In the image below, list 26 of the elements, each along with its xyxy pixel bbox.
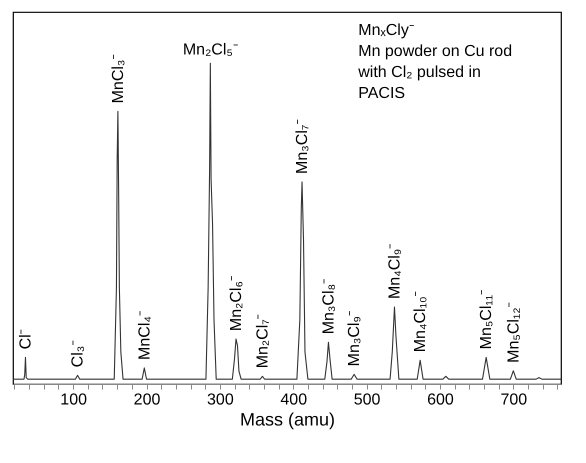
annotation: with Cl₂ pulsed in xyxy=(357,64,481,81)
annotation: Mn₂Cl₇⁻ xyxy=(254,314,272,368)
text: Mn powder on Cu rod xyxy=(358,43,512,60)
annotation: Mn₄Cl₉⁻ xyxy=(386,244,404,300)
x-tick-label: 400 xyxy=(280,392,308,408)
annotation: Mn₂Cl₆⁻ xyxy=(228,276,246,332)
x-tick-label: 200 xyxy=(134,392,160,408)
annotation: Cl₃⁻ xyxy=(70,340,87,368)
annotation: Mn₄Cl₁₀⁻ xyxy=(412,291,430,352)
annotation: Mn₅Cl₁₂⁻ xyxy=(505,302,522,363)
annotation: Mn₅Cl₁₁⁻ xyxy=(478,290,496,350)
x-axis-title: Mass (amu) xyxy=(240,410,336,430)
x-tick-label: 500 xyxy=(354,392,381,408)
annotation: Mn₃Cl₉⁻ xyxy=(346,311,364,366)
annotation: MnCl₃⁻ xyxy=(110,54,127,104)
annotation: Cl⁻ xyxy=(17,329,34,350)
annotation: Mn₃Cl₇⁻ xyxy=(294,120,312,174)
annotation: Mn₃Cl₈⁻ xyxy=(320,278,338,334)
x-tick-label: 100 xyxy=(60,392,88,408)
annotation: MnCl₄⁻ xyxy=(136,311,154,360)
annotation: Mn₂Cl₅⁻ xyxy=(182,41,238,58)
text: MnₓCly⁻ xyxy=(358,22,414,39)
x-tick-label: 700 xyxy=(500,392,528,408)
annotation: PACIS xyxy=(358,85,406,102)
x-tick-label: 600 xyxy=(427,392,454,408)
x-tick-label: 300 xyxy=(207,392,234,408)
